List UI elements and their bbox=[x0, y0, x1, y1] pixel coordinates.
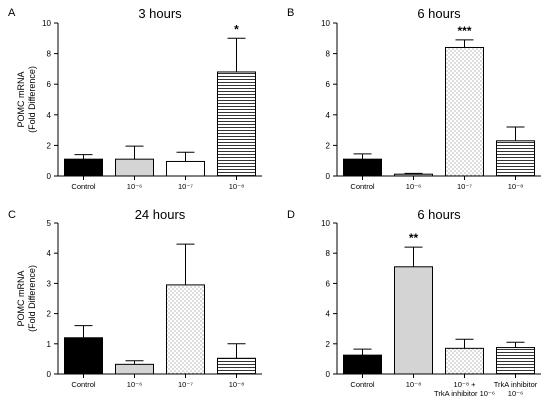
y-tick-label: 10 bbox=[321, 219, 330, 228]
y-tick-label: 1 bbox=[47, 340, 52, 349]
significance-marker: * bbox=[234, 22, 239, 36]
x-tick-label: TrkA inhibitor bbox=[494, 380, 538, 389]
bar bbox=[343, 354, 382, 375]
x-tick-label: 10⁻⁶ bbox=[508, 389, 523, 398]
y-axis-label-unit: (Fold Difference) bbox=[27, 265, 37, 332]
x-tick-label: 10⁻⁷ bbox=[457, 182, 472, 191]
y-tick-label: 8 bbox=[326, 50, 331, 59]
x-tick-label: 10⁻⁷ bbox=[178, 182, 193, 191]
bar bbox=[64, 337, 103, 375]
bar bbox=[496, 347, 535, 375]
bar bbox=[394, 173, 433, 177]
y-axis-label: POMC mRNA bbox=[16, 271, 26, 327]
y-tick-label: 5 bbox=[47, 219, 52, 228]
y-tick-label: 6 bbox=[326, 80, 331, 89]
y-tick-label: 2 bbox=[326, 340, 331, 349]
y-tick-label: 8 bbox=[47, 50, 52, 59]
panel-letter: B bbox=[287, 7, 294, 19]
x-tick-label: 10⁻⁸ bbox=[406, 380, 421, 389]
bar bbox=[166, 160, 205, 177]
y-tick-label: 0 bbox=[326, 172, 331, 181]
bar bbox=[115, 158, 154, 177]
bar bbox=[217, 71, 256, 177]
bar bbox=[445, 46, 484, 177]
panel-letter: A bbox=[8, 7, 16, 19]
y-tick-label: 4 bbox=[326, 111, 331, 120]
x-tick-label: Control bbox=[350, 182, 375, 191]
chart-panel-c: C 24 hours POMC mRNA (Fold Difference) 0 1 2 3 4… bbox=[8, 207, 262, 389]
significance-marker: *** bbox=[457, 24, 471, 38]
y-axis-label-unit: (Fold Difference) bbox=[27, 66, 37, 133]
bar bbox=[343, 158, 382, 177]
panel-letter: C bbox=[8, 209, 16, 221]
chart-panel-a: A 3 hours POMC mRNA (Fold Difference) 0 2 4 6 8 1… bbox=[8, 6, 262, 191]
y-tick-label: 4 bbox=[47, 249, 52, 258]
y-tick-label: 10 bbox=[321, 19, 330, 28]
y-tick-label: 0 bbox=[47, 370, 52, 379]
x-tick-label: 10⁻⁶ bbox=[406, 182, 421, 191]
panel-title: 24 hours bbox=[135, 207, 186, 222]
x-tick-label: Control bbox=[71, 380, 96, 389]
y-tick-label: 10 bbox=[42, 19, 51, 28]
y-tick-label: 6 bbox=[326, 279, 331, 288]
x-tick-label: 10⁻⁷ bbox=[178, 380, 193, 389]
significance-marker: ** bbox=[409, 231, 419, 245]
bar bbox=[394, 266, 433, 375]
bar bbox=[217, 357, 256, 375]
x-tick-label: 10⁻⁶ bbox=[127, 380, 142, 389]
bar bbox=[496, 140, 535, 177]
x-tick-label: 10⁻⁶ bbox=[127, 182, 142, 191]
y-axis-label: POMC mRNA bbox=[16, 72, 26, 128]
panel-letter: D bbox=[287, 209, 295, 221]
panel-title: 6 hours bbox=[417, 6, 461, 21]
x-tick-label: Control bbox=[350, 380, 375, 389]
panel-title: 6 hours bbox=[417, 207, 461, 222]
y-tick-label: 2 bbox=[326, 141, 331, 150]
y-tick-label: 6 bbox=[47, 80, 52, 89]
y-tick-label: 2 bbox=[47, 141, 52, 150]
bar bbox=[115, 363, 154, 375]
y-tick-label: 8 bbox=[326, 249, 331, 258]
x-tick-label: 10⁻⁸ bbox=[508, 182, 523, 191]
bar bbox=[64, 158, 103, 177]
y-tick-label: 0 bbox=[47, 172, 52, 181]
x-tick-label: 10⁻⁸ bbox=[229, 182, 244, 191]
chart-panel-b: B 6 hours 0 2 4 6 8 10 Control 10⁻⁶ *** 10⁻⁷ 10⁻⁸ bbox=[287, 6, 541, 191]
x-tick-label: TrkA inhibitor 10⁻⁶ bbox=[434, 389, 495, 398]
y-tick-label: 4 bbox=[326, 310, 331, 319]
panel-title: 3 hours bbox=[138, 6, 182, 21]
y-tick-label: 4 bbox=[47, 111, 52, 120]
y-tick-label: 0 bbox=[326, 370, 331, 379]
bar bbox=[445, 347, 484, 375]
x-tick-label: Control bbox=[71, 182, 96, 191]
y-tick-label: 3 bbox=[47, 279, 52, 288]
bar bbox=[166, 284, 205, 375]
y-tick-label: 2 bbox=[47, 310, 52, 319]
x-tick-label: 10⁻⁸ bbox=[229, 380, 244, 389]
x-tick-label: 10⁻⁸ + bbox=[454, 380, 477, 389]
